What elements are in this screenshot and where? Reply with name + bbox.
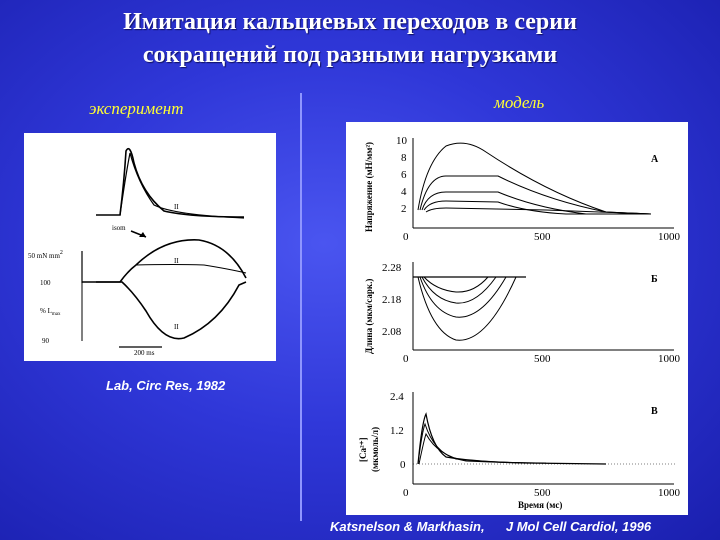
- panel-c-calcium-curve-2: [417, 422, 547, 465]
- panel-a-curve-1: [417, 142, 652, 215]
- experiment-tension-trace-2: [119, 152, 245, 219]
- bottom-citation-authors: Katsnelson & Markhasin,: [330, 519, 485, 534]
- panel-c-xtick-500: 500: [534, 487, 551, 499]
- panel-a-ytick-6: 6: [401, 169, 407, 181]
- panel-b-curve-3: [421, 276, 497, 304]
- experiment-scale-label: 200 ms: [134, 349, 155, 357]
- panel-a-curve-5: [425, 207, 652, 215]
- experiment-length-trace: [82, 281, 247, 340]
- panel-b-ytick-2-08: 2.08: [382, 326, 402, 338]
- panel-c-ytick-2-4: 2.4: [390, 391, 404, 403]
- left-citation: Lab, Circ Res, 1982: [106, 378, 226, 393]
- panel-b-curve-4: [423, 276, 489, 293]
- panel-c-xlabel: Время (мс): [518, 500, 562, 510]
- panel-a-ylabel: Напряжение (мН/мм²): [364, 142, 374, 232]
- experiment-arrow-head: [139, 232, 146, 237]
- panel-b-curve-2: [419, 276, 507, 318]
- panel-a-curve-2: [419, 175, 652, 215]
- experiment-label-isom: isom: [112, 224, 126, 232]
- model-panel-c: 2.4 1.2 0 0 500 1000 Время (мс) В [Ca²⁺]…: [358, 391, 681, 510]
- model-plot: 10 8 6 4 2 0 500 1000 A Напряжение (мН/м…: [358, 135, 681, 510]
- experiment-label-100: 100: [40, 279, 51, 287]
- panel-a-ytick-10: 10: [396, 135, 408, 147]
- panel-c-ylabel-sub: (мкмоль/л): [370, 427, 380, 472]
- experiment-lmax-label: % Lmax: [40, 307, 61, 317]
- panel-a-ytick-8: 8: [401, 152, 407, 164]
- experiment-label: эксперимент: [89, 99, 184, 118]
- panel-c-ytick-0: 0: [400, 459, 406, 471]
- model-figure: 10 8 6 4 2 0 500 1000 A Напряжение (мН/м…: [346, 122, 688, 515]
- bottom-citation-journal: J Mol Cell Cardiol, 1996: [505, 519, 652, 534]
- panel-c-ylabel-main: [Ca²⁺]: [358, 438, 368, 462]
- panel-b-letter: Б: [651, 274, 658, 285]
- bottom-citation: Katsnelson & Markhasin, J Mol Cell Cardi…: [330, 519, 651, 534]
- slide-title: Имитация кальциевых переходов в серии со…: [0, 6, 700, 72]
- panel-a-ytick-4: 4: [401, 186, 407, 198]
- experiment-figure: II isom 50 mN mm2 II 100 % Lmax 90 II 20…: [24, 133, 276, 361]
- panel-a-ytick-2: 2: [401, 203, 407, 215]
- panel-a-curve-4: [423, 200, 651, 215]
- experiment-tension-trace-1: [96, 147, 245, 218]
- experiment-isotonic-tension-trace: [96, 239, 247, 283]
- column-divider: [300, 93, 302, 521]
- panel-b-xtick-500: 500: [534, 353, 551, 365]
- panel-c-calcium-curve-1: [417, 412, 607, 465]
- experiment-label-II-3: II: [174, 323, 179, 331]
- panel-c-xtick-0: 0: [403, 487, 409, 499]
- panel-b-ytick-2-18: 2.18: [382, 294, 402, 306]
- experiment-force-label: 50 mN mm2: [28, 250, 63, 260]
- experiment-plot: II isom 50 mN mm2 II 100 % Lmax 90 II 20…: [28, 147, 247, 357]
- model-panel-b: 2.28 2.18 2.08 0 500 1000 Б Длина (мкм/с…: [364, 262, 681, 365]
- title-line-1: Имитация кальциевых переходов в серии: [123, 9, 577, 35]
- model-panel-a: 10 8 6 4 2 0 500 1000 A Напряжение (мН/м…: [364, 135, 681, 243]
- experiment-label-II-1: II: [174, 203, 179, 211]
- panel-b-ylabel: Длина (мкм/сарк.): [364, 279, 374, 354]
- experiment-label-90: 90: [42, 337, 50, 345]
- panel-a-letter: A: [651, 154, 659, 165]
- panel-a-xtick-0: 0: [403, 231, 409, 243]
- panel-a-xtick-1000: 1000: [658, 231, 681, 243]
- panel-c-letter: В: [651, 406, 658, 417]
- panel-b-xtick-1000: 1000: [658, 353, 681, 365]
- panel-c-xtick-1000: 1000: [658, 487, 681, 499]
- panel-a-xtick-500: 500: [534, 231, 551, 243]
- model-label: модель: [494, 93, 545, 112]
- panel-c-calcium-curve-3: [418, 432, 547, 465]
- panel-b-xtick-0: 0: [403, 353, 409, 365]
- panel-c-ytick-1-2: 1.2: [390, 425, 404, 437]
- panel-b-curve-1: [417, 276, 517, 341]
- panel-b-ytick-2-28: 2.28: [382, 262, 402, 274]
- experiment-isotonic-tension-trace-2: [135, 264, 247, 274]
- experiment-label-II-2: II: [174, 257, 179, 265]
- title-line-2: сокращений под разными нагрузками: [142, 42, 558, 68]
